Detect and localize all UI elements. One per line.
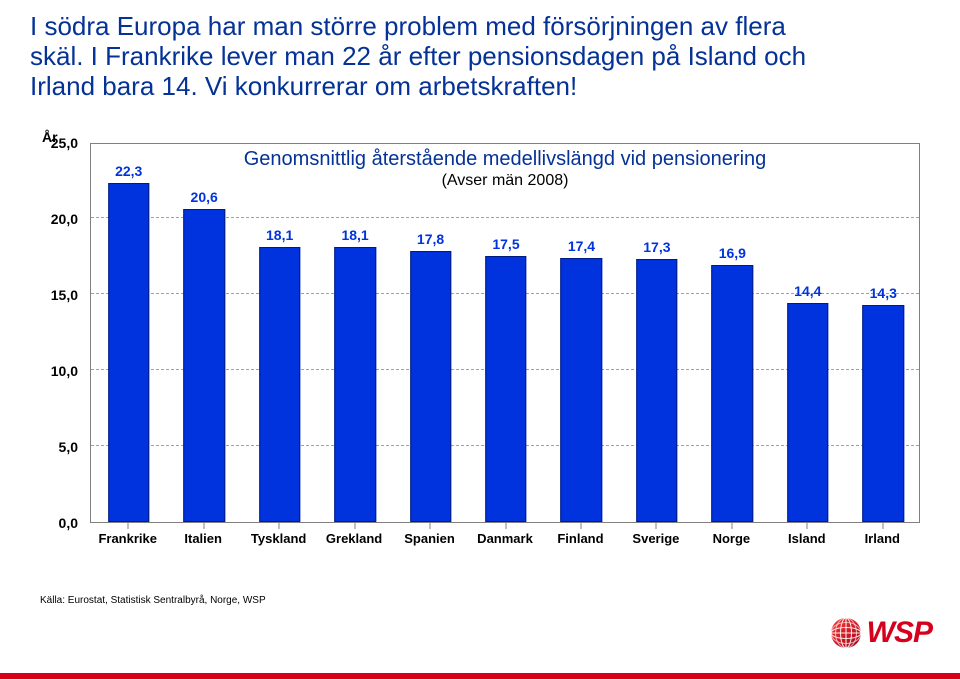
y-tick-label: 20,0: [51, 211, 78, 227]
logo-text: WSP: [867, 616, 932, 650]
x-tick: [580, 523, 581, 529]
bar-value-label: 17,3: [643, 239, 670, 255]
bar-value-label: 18,1: [341, 227, 368, 243]
x-axis-label: Sverige: [632, 531, 679, 546]
globe-icon: [829, 616, 863, 650]
x-axis-labels: Frankrike Italien Tyskland Grekland Spanien D…: [90, 527, 920, 547]
bar-value-label: 16,9: [719, 245, 746, 261]
bar-slot: 17,4: [544, 144, 619, 522]
x-axis-label: Tyskland: [251, 531, 306, 546]
x-tick: [430, 523, 431, 529]
x-axis-label: Irland: [865, 531, 900, 546]
bar: [636, 259, 678, 522]
x-axis-label: Island: [788, 531, 826, 546]
source-text: Källa: Eurostat, Statistisk Sentralbyrå,…: [40, 595, 266, 606]
bar: [259, 247, 301, 522]
bar: [561, 258, 603, 522]
x-axis-label: Norge: [713, 531, 751, 546]
bar-value-label: 17,5: [492, 236, 519, 252]
bar-slot: 16,9: [695, 144, 770, 522]
bar-slot: 20,6: [166, 144, 241, 522]
x-tick: [128, 523, 129, 529]
x-axis-label: Frankrike: [98, 531, 157, 546]
bar: [787, 303, 829, 522]
bar: [334, 247, 376, 522]
y-axis-ticks: 0,0 5,0 10,0 15,0 20,0 25,0: [40, 135, 84, 570]
x-tick: [882, 523, 883, 529]
x-tick: [731, 523, 732, 529]
x-axis-label: Italien: [184, 531, 222, 546]
chart: År 0,05,010,015,020,025,0 Genomsnittlig …: [40, 135, 920, 570]
bar-value-label: 14,3: [870, 285, 897, 301]
bars: 22,3 20,6 18,1 18,1 17,8 17,5 17,4 17,3 16,9 14,4…: [91, 144, 919, 522]
bar-value-label: 18,1: [266, 227, 293, 243]
x-tick: [505, 523, 506, 529]
bar-slot: 17,3: [619, 144, 694, 522]
bar: [108, 183, 150, 522]
y-tick-label: 15,0: [51, 287, 78, 303]
bar: [485, 256, 527, 522]
wsp-logo: WSP: [829, 611, 932, 655]
bar: [863, 305, 905, 522]
bar: [183, 209, 225, 522]
y-tick-label: 10,0: [51, 363, 78, 379]
bar-slot: 18,1: [242, 144, 317, 522]
x-tick: [807, 523, 808, 529]
bar-slot: 18,1: [317, 144, 392, 522]
x-tick: [203, 523, 204, 529]
x-tick: [354, 523, 355, 529]
x-axis-label: Danmark: [477, 531, 533, 546]
y-tick-label: 25,0: [51, 135, 78, 151]
x-axis-label: Spanien: [404, 531, 455, 546]
bar-value-label: 20,6: [191, 189, 218, 205]
bar-value-label: 17,4: [568, 238, 595, 254]
bottom-accent-bar: [0, 673, 960, 679]
x-axis-label: Grekland: [326, 531, 382, 546]
bar: [712, 265, 754, 522]
bar-slot: 14,3: [846, 144, 921, 522]
bar-slot: 22,3: [91, 144, 166, 522]
plot-area: Genomsnittlig återstående medellivslängd…: [90, 143, 920, 523]
bar-value-label: 17,8: [417, 231, 444, 247]
x-tick: [279, 523, 280, 529]
x-axis-label: Finland: [557, 531, 603, 546]
y-tick-label: 0,0: [59, 515, 78, 531]
title-line-3: Irland bara 14. Vi konkurrerar om arbets…: [30, 72, 930, 102]
slide: I södra Europa har man större problem me…: [0, 0, 960, 679]
slide-title: I södra Europa har man större problem me…: [30, 12, 930, 102]
bar: [410, 251, 452, 522]
bar-slot: 17,5: [468, 144, 543, 522]
title-line-1: I södra Europa har man större problem me…: [30, 12, 930, 42]
x-tick: [656, 523, 657, 529]
bar-slot: 17,8: [393, 144, 468, 522]
y-tick-label: 5,0: [59, 439, 78, 455]
bar-value-label: 14,4: [794, 283, 821, 299]
bar-value-label: 22,3: [115, 163, 142, 179]
bar-slot: 14,4: [770, 144, 845, 522]
title-line-2: skäl. I Frankrike lever man 22 år efter …: [30, 42, 930, 72]
